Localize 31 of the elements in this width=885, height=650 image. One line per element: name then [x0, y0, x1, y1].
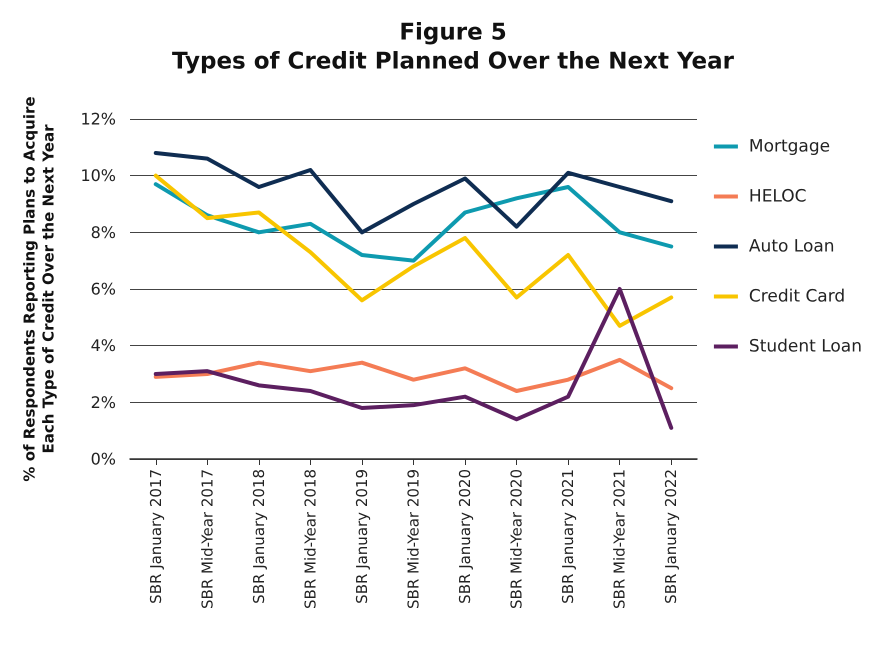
- legend-label: Credit Card: [748, 286, 846, 306]
- x-tick-label: SBR Mid-Year 2021: [610, 469, 629, 609]
- y-tick-label: 4%: [90, 336, 116, 356]
- x-tick-label: SBR January 2022: [662, 469, 680, 604]
- x-tick-label: SBR Mid-Year 2020: [508, 469, 526, 609]
- y-tick-label: 12%: [80, 110, 116, 128]
- y-tick-label: 0%: [90, 450, 116, 468]
- x-tick-label: SBR Mid-Year 2017: [198, 469, 216, 609]
- y-axis-title: % of Respondents Reporting Plans to Acquire Each Type of Credit Over the Next Year: [20, 96, 58, 482]
- y-tick-label: 6%: [90, 280, 116, 298]
- legend-label: Mortgage: [748, 136, 830, 156]
- x-tick-label: SBR January 2017: [146, 469, 165, 604]
- chart-title: Figure 5: [399, 20, 507, 46]
- y-tick-label: 8%: [90, 222, 116, 242]
- x-tick-label: SBR January 2019: [352, 469, 371, 604]
- x-tick-label: SBR January 2021: [559, 469, 578, 604]
- y-tick-label: 2%: [90, 392, 116, 412]
- x-tick-label: SBR January 2020: [456, 469, 474, 604]
- x-tick-label: SBR Mid-Year 2019: [404, 469, 422, 609]
- legend-label: HELOC: [748, 186, 807, 206]
- line-series: [154, 287, 674, 430]
- line-series: [154, 358, 674, 393]
- x-tick-label: SBR January 2018: [250, 469, 268, 604]
- line-series: [154, 151, 674, 234]
- y-tick-label: 10%: [80, 166, 116, 186]
- legend-label: Auto Loan: [748, 236, 835, 256]
- legend-label: Student Loan: [748, 336, 862, 356]
- line-series: [154, 182, 674, 263]
- line-series: [154, 174, 674, 328]
- x-tick-label: SBR Mid-Year 2018: [301, 469, 320, 609]
- chart-subtitle: Types of Credit Planned Over the Next Year: [172, 48, 735, 74]
